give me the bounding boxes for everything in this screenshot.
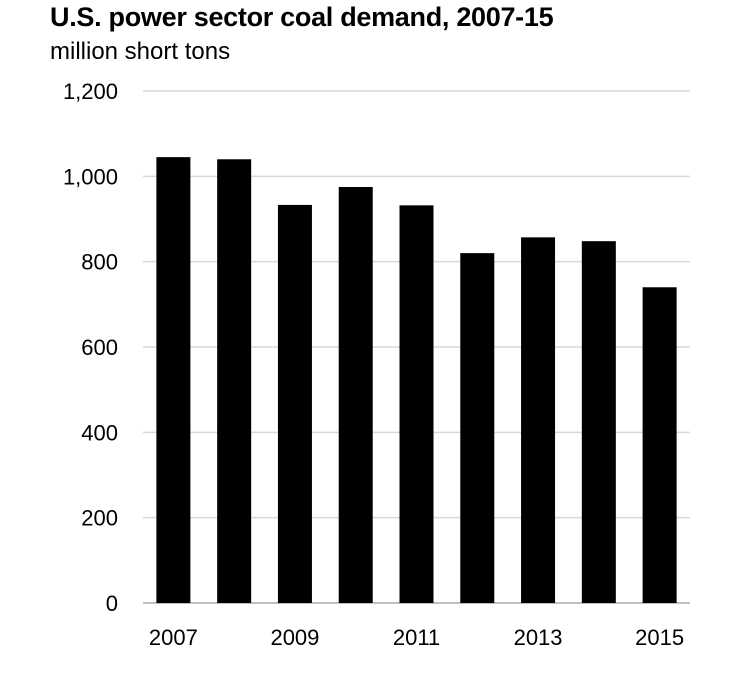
chart-title: U.S. power sector coal demand, 2007-15 — [50, 2, 554, 32]
x-tick-label: 2007 — [149, 625, 198, 650]
bar-2008 — [217, 159, 252, 603]
x-axis-ticks: 2007 2009 2011 2013 2015 — [149, 625, 684, 650]
y-tick-label: 200 — [81, 506, 118, 531]
y-tick-label: 800 — [81, 250, 118, 275]
chart-subtitle: million short tons — [50, 38, 231, 65]
x-tick-label: 2009 — [270, 625, 319, 650]
y-tick-label: 0 — [106, 591, 118, 616]
bar-2015 — [642, 287, 677, 603]
y-tick-label: 1,200 — [63, 79, 118, 104]
bar-2010 — [338, 187, 373, 603]
x-tick-label: 2013 — [514, 625, 563, 650]
bar-2009 — [277, 204, 312, 604]
bar-2011 — [399, 205, 434, 603]
x-tick-label: 2011 — [393, 625, 440, 650]
y-axis-ticks: 0 200 400 600 800 1,000 1,200 — [63, 79, 118, 616]
bar-2013 — [521, 237, 556, 603]
y-tick-label: 600 — [81, 335, 118, 360]
bar-2007 — [156, 157, 191, 603]
y-tick-label: 1,000 — [63, 164, 118, 189]
bar-2012 — [460, 253, 495, 603]
bars — [156, 157, 677, 604]
y-tick-label: 400 — [81, 420, 118, 445]
bar-2014 — [581, 241, 616, 604]
x-tick-label: 2015 — [635, 625, 684, 650]
